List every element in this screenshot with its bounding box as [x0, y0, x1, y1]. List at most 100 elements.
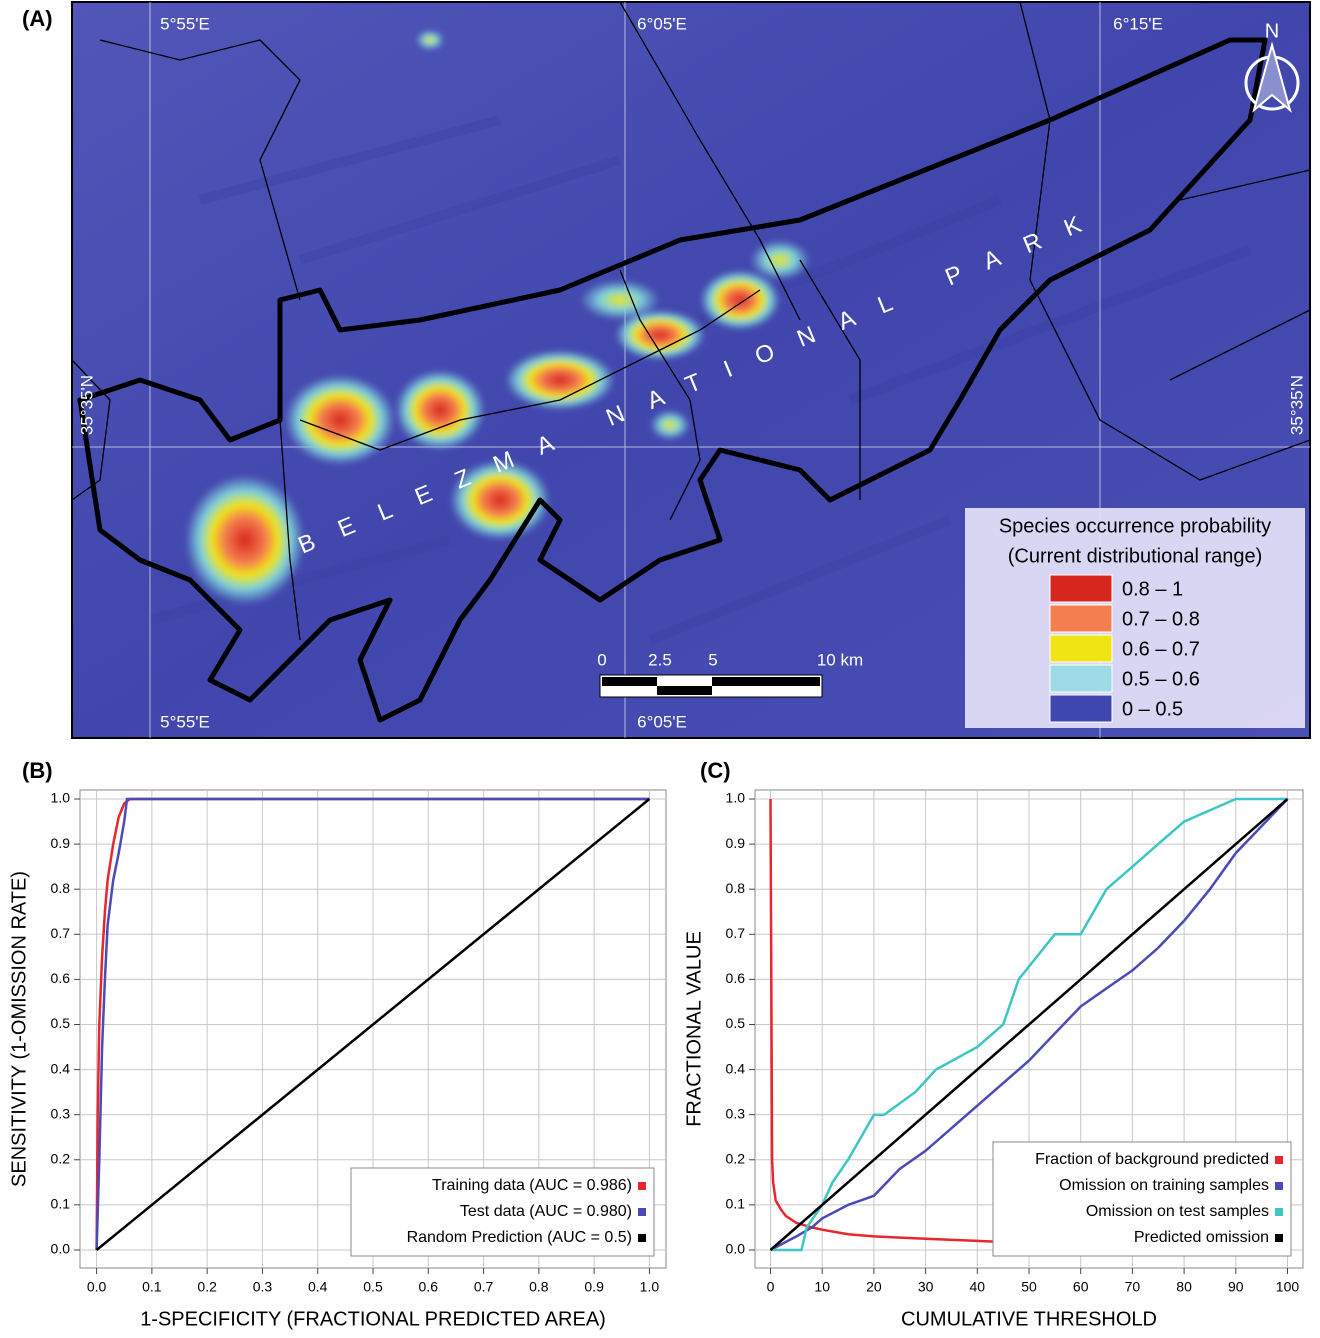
legend-label: Predicted omission [1134, 1229, 1269, 1246]
x-tick-label: 40 [970, 1279, 986, 1295]
series-line [770, 797, 1288, 1252]
legend-box [992, 1141, 1292, 1257]
x-tick-label: 90 [1228, 1279, 1244, 1295]
x-tick-label: 0.5 [363, 1279, 383, 1295]
legend-label: 0.6 – 0.7 [1122, 638, 1200, 660]
legend-swatch [1275, 1234, 1283, 1242]
y-tick-label: 0.7 [726, 925, 746, 941]
series-line [769, 798, 1289, 1251]
panel-label: (C) [700, 758, 731, 783]
scale-bar: 0 2.5 5 10 km [597, 650, 863, 698]
legend-swatch [1275, 1208, 1283, 1216]
y-tick-label: 0.8 [51, 880, 71, 896]
y-tick-label: 0.5 [726, 1015, 746, 1031]
lat-label: 35°35'N [77, 375, 96, 435]
panel-label: (A) [22, 6, 53, 31]
chart: 0.0 0.1 0.2 0.3 0.4 0.5 0.6 0.7 0.8 0.9 1.0 0.0 0.1 0… [8, 758, 667, 1330]
legend-label: Test data (AUC = 0.980) [460, 1203, 632, 1220]
terrain-ridges [148, 115, 1252, 645]
x-tick-label: 100 [1276, 1279, 1300, 1295]
lon-label: 5°55'E [160, 712, 210, 731]
legend-swatch [638, 1208, 646, 1216]
legend-title: (Current distributional range) [1008, 545, 1263, 567]
y-tick-label: 0.7 [51, 925, 71, 941]
legend-label: Omission on test samples [1086, 1203, 1269, 1220]
legend-label: Omission on training samples [1059, 1177, 1269, 1194]
panel-label: (B) [22, 758, 53, 783]
legend-title: Species occurrence probability [999, 515, 1271, 537]
legend-swatch [1275, 1182, 1283, 1190]
legend-label: Training data (AUC = 0.986) [432, 1177, 632, 1194]
y-tick-label: 1.0 [726, 790, 746, 806]
x-tick-label: 70 [1125, 1279, 1141, 1295]
legend: Training data (AUC = 0.986) Test data (AU… [350, 1167, 655, 1257]
y-tick-label: 0.9 [726, 835, 746, 851]
x-tick-label: 20 [866, 1279, 882, 1295]
y-tick-label: 0.2 [51, 1150, 71, 1166]
x-tick-label: 0.3 [253, 1279, 273, 1295]
legend-swatch [1049, 664, 1113, 693]
y-tick-label: 0.8 [726, 880, 746, 896]
x-tick-label: 0.1 [142, 1279, 162, 1295]
x-tick-label: 0.2 [197, 1279, 217, 1295]
y-axis-label: FRACTIONAL VALUE [683, 931, 705, 1127]
x-tick-label: 0.4 [308, 1279, 328, 1295]
scale-label: 0 [597, 650, 606, 669]
x-tick-label: 80 [1176, 1279, 1192, 1295]
legend-swatch [638, 1234, 646, 1242]
y-tick-label: 0.1 [726, 1196, 746, 1212]
y-tick-label: 0.0 [51, 1241, 71, 1257]
north-label: N [1265, 20, 1279, 42]
x-tick-label: 0.6 [419, 1279, 439, 1295]
probability-hotspots [185, 30, 810, 605]
x-tick-label: 0 [767, 1279, 775, 1295]
y-tick-label: 0.0 [726, 1241, 746, 1257]
y-tick-label: 0.6 [726, 970, 746, 986]
lon-label: 6°15'E [1113, 14, 1163, 33]
y-tick-label: 1.0 [51, 790, 71, 806]
map-panel: (A) 5°55'E 6°05'E 6°15'E 5°55'E 6°05'E 3… [22, 1, 1311, 739]
y-tick-label: 0.9 [51, 835, 71, 851]
legend-label: 0 – 0.5 [1122, 698, 1183, 720]
legend-label: Fraction of background predicted [1035, 1151, 1269, 1168]
y-tick-label: 0.2 [726, 1150, 746, 1166]
y-tick-label: 0.6 [51, 970, 71, 986]
north-arrow: N [1244, 20, 1300, 113]
legend-box [350, 1167, 655, 1257]
legend-swatch [1049, 574, 1113, 603]
y-tick-label: 0.3 [51, 1105, 71, 1121]
legend-swatch [1049, 634, 1113, 663]
legend: Fraction of background predicted Omission… [992, 1141, 1292, 1257]
series-line [769, 798, 1289, 1252]
x-tick-label: 0.7 [474, 1279, 494, 1295]
x-tick-label: 30 [918, 1279, 934, 1295]
y-tick-label: 0.1 [51, 1196, 71, 1212]
series-line [95, 797, 650, 1251]
legend-swatch [1275, 1156, 1283, 1164]
legend-swatch [1049, 604, 1113, 633]
x-tick-label: 0.0 [87, 1279, 107, 1295]
legend-label: 0.5 – 0.6 [1122, 668, 1200, 690]
map-legend: Species occurrence probability (Current … [965, 508, 1305, 728]
x-tick-label: 50 [1021, 1279, 1037, 1295]
x-axis-label: CUMULATIVE THRESHOLD [901, 1308, 1157, 1330]
admin-boundaries [71, 1, 1311, 641]
x-tick-label: 60 [1073, 1279, 1089, 1295]
legend-swatch [638, 1182, 646, 1190]
scale-label: 5 [708, 650, 717, 669]
lon-label: 5°55'E [160, 14, 210, 33]
y-tick-label: 0.5 [51, 1015, 71, 1031]
legend-label: Random Prediction (AUC = 0.5) [407, 1229, 632, 1246]
x-tick-label: 10 [814, 1279, 830, 1295]
lat-label: 35°35'N [1287, 375, 1306, 435]
y-tick-label: 0.4 [51, 1060, 71, 1076]
legend-label: 0.7 – 0.8 [1122, 608, 1200, 630]
x-tick-label: 0.8 [529, 1279, 549, 1295]
x-tick-label: 1.0 [640, 1279, 660, 1295]
park-boundary [77, 37, 1268, 723]
legend-swatch [1049, 694, 1113, 723]
chart: 0 10 20 30 40 50 60 70 80 90 100 0.0 0.1 0.2 0.3 0.4 0.5… [683, 758, 1304, 1330]
series-line [95, 798, 651, 1251]
x-axis-label: 1-SPECIFICITY (FRACTIONAL PREDICTED AREA… [140, 1308, 606, 1330]
